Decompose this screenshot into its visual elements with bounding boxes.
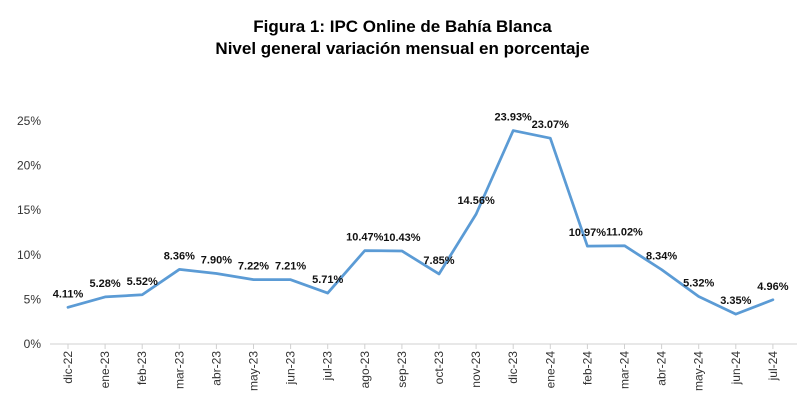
- data-label: 7.21%: [275, 261, 306, 273]
- x-axis: dic-22 ene-23 feb-23 mar-23 abr-23 may-23 jun-…: [50, 343, 797, 391]
- x-tick-label: ene-23: [98, 351, 112, 389]
- data-label: 23.93%: [495, 112, 533, 124]
- x-tick-label: nov-23: [469, 351, 483, 388]
- x-tick-label: ago-23: [358, 351, 372, 389]
- y-tick-label: 10%: [17, 248, 41, 262]
- x-tick-label: mar-24: [618, 351, 632, 389]
- data-label: 8.34%: [646, 251, 677, 263]
- x-tick-label: may-23: [247, 351, 261, 391]
- data-label: 23.07%: [532, 119, 570, 131]
- data-label: 7.90%: [201, 255, 232, 267]
- x-tick-label: ene-24: [543, 351, 557, 389]
- data-label: 7.85%: [423, 255, 454, 267]
- x-tick-label: may-24: [692, 351, 706, 391]
- x-tick-label: feb-24: [580, 351, 594, 385]
- data-label: 3.35%: [720, 295, 751, 307]
- x-tick-label: dic-22: [61, 351, 75, 384]
- x-tick-label: mar-23: [172, 351, 186, 389]
- data-label: 10.43%: [383, 232, 421, 244]
- x-tick-label: feb-23: [135, 351, 149, 385]
- y-tick-label: 15%: [17, 203, 41, 217]
- chart-subtitle: Nivel general variación mensual en porce…: [215, 39, 590, 58]
- data-label: 5.32%: [683, 278, 714, 290]
- x-tick-label: abr-24: [655, 351, 669, 386]
- data-labels: 4.11% 5.28% 5.52% 8.36% 7.90% 7.22% 7.21% 5.71%…: [53, 112, 789, 308]
- chart-title-block: Figura 1: IPC Online de Bahía Blanca Niv…: [0, 16, 805, 60]
- data-label: 10.97%: [569, 227, 607, 239]
- data-label: 7.22%: [238, 261, 269, 273]
- x-tick-label: jul-24: [766, 351, 780, 382]
- y-tick-label: 0%: [24, 337, 42, 351]
- data-label: 5.71%: [312, 274, 343, 286]
- y-axis: 0% 5% 10% 15% 20% 25%: [17, 114, 41, 351]
- data-label: 4.96%: [757, 281, 788, 293]
- data-label: 10.47%: [346, 232, 384, 244]
- y-tick-label: 5%: [24, 292, 42, 306]
- x-tick-label: jun-23: [284, 351, 298, 386]
- x-tick-label: oct-23: [432, 351, 446, 385]
- y-tick-label: 20%: [17, 159, 41, 173]
- data-label: 8.36%: [164, 250, 195, 262]
- data-label: 5.52%: [127, 276, 158, 288]
- data-label: 11.02%: [606, 227, 643, 239]
- x-tick-label: dic-23: [506, 351, 520, 384]
- data-label: 14.56%: [457, 195, 495, 207]
- y-tick-label: 25%: [17, 114, 41, 128]
- x-tick-label: jun-24: [729, 351, 743, 386]
- data-label: 4.11%: [53, 288, 84, 300]
- x-tick-label: abr-23: [209, 351, 223, 386]
- series-layer: [66, 129, 775, 316]
- series-line: [66, 129, 775, 316]
- x-tick-label: jul-23: [321, 351, 335, 382]
- chart-title: Figura 1: IPC Online de Bahía Blanca: [253, 17, 552, 36]
- x-tick-label: sep-23: [395, 351, 409, 388]
- data-label: 5.28%: [89, 278, 120, 290]
